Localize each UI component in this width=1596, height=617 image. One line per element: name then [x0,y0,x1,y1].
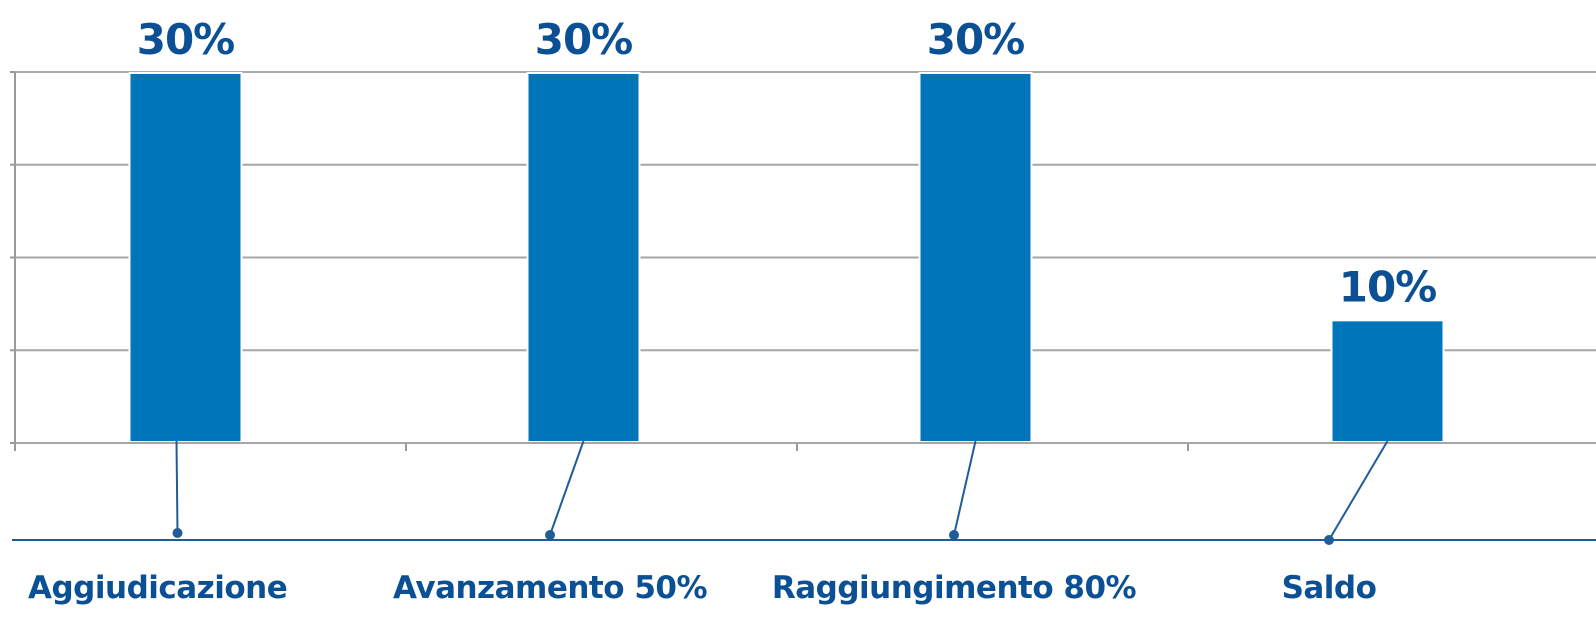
value-label: 30% [137,15,235,64]
grid-lines [10,71,1596,444]
leader-line [175,440,179,534]
leader-line [1328,440,1389,541]
bar [130,74,241,441]
bar [528,74,639,441]
leader-dot [172,528,183,538]
value-label: 10% [1339,262,1437,311]
category-label: Avanzamento 50% [393,570,707,606]
leader-line [953,440,977,536]
value-labels: 30% 30% 30% 10% [137,15,1438,311]
bar [920,74,1031,441]
leader-dot [545,530,555,540]
category-label: Saldo [1282,570,1377,606]
leader-line [549,440,585,536]
bar [1332,321,1443,441]
leader-lines [172,440,1389,545]
value-label: 30% [927,15,1025,64]
leader-dot [1324,535,1334,545]
category-labels: Aggiudicazione Avanzamento 50% Raggiungime… [28,570,1377,606]
category-label: Aggiudicazione [28,570,287,606]
bars [128,72,1445,441]
leader-dot [949,530,959,540]
category-label: Raggiungimento 80% [772,570,1137,606]
value-label: 30% [535,15,633,64]
